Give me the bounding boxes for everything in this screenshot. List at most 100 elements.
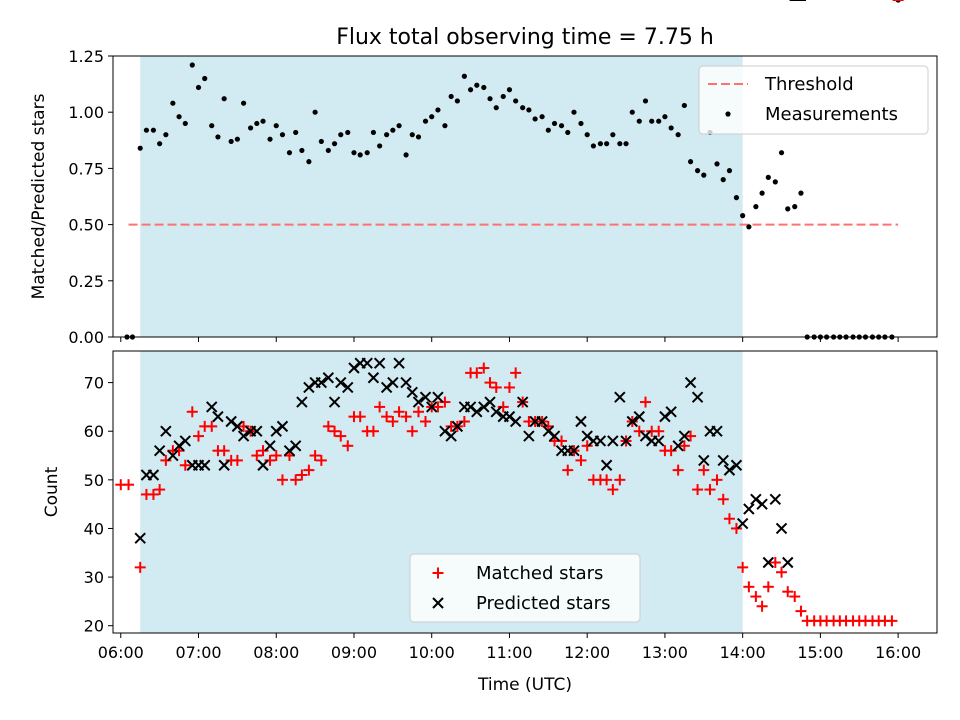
measurement-point (714, 161, 720, 167)
predicted-star-point (575, 415, 587, 428)
measurement-point (778, 150, 785, 156)
matched-star-point (769, 557, 781, 568)
measurement-point (571, 109, 577, 115)
matched-star-point (692, 484, 704, 496)
measurement-point (487, 96, 493, 102)
matched-star-point (730, 522, 742, 534)
matched-star-point (723, 513, 735, 525)
predicted-star-point (665, 406, 677, 418)
predicted-star-point (717, 454, 729, 467)
count-y-tick-label: 60 (84, 422, 104, 441)
measurement-point (610, 132, 616, 138)
measurement-point (604, 141, 610, 147)
measurement-point (467, 87, 474, 93)
measurement-point (765, 174, 771, 180)
matched-star-point (147, 488, 159, 500)
measurements-series (124, 0, 901, 340)
predicted-star-point (419, 391, 432, 403)
measurement-point (409, 132, 415, 138)
matched-star-point (503, 381, 515, 393)
measurement-point (195, 84, 202, 91)
measurement-point (273, 123, 279, 129)
count-y-tick-label: 20 (84, 617, 104, 636)
predicted-star-point (400, 376, 412, 389)
matched-star-point (342, 440, 354, 452)
measurement-point (228, 138, 234, 145)
matched-star-point (685, 430, 697, 442)
matched-star-point (471, 367, 483, 379)
predicted-star-point (264, 440, 276, 452)
predicted-star-point (762, 556, 775, 569)
matched-star-point (750, 591, 762, 603)
measurement-point (798, 190, 804, 196)
x-tick-label: 14:00 (720, 643, 766, 662)
matched-star-point (562, 464, 574, 476)
matched-star-point (218, 445, 230, 457)
predicted-star-point (315, 376, 328, 389)
measurement-point (597, 141, 604, 147)
matched-star-point (575, 454, 587, 466)
predicted-star-point (600, 459, 613, 471)
predicted-star-point (711, 425, 723, 437)
measurement-point (396, 123, 402, 129)
predicted-star-point (633, 410, 645, 423)
measurement-point (448, 93, 454, 100)
measurement-point (493, 105, 499, 111)
measurement-point (306, 159, 312, 165)
measurement-point (636, 118, 642, 124)
measurement-point (662, 114, 668, 120)
measurement-point (351, 150, 357, 156)
measurement-point (506, 87, 513, 93)
matched-stars-legend-swatch (432, 567, 444, 579)
matched-star-point (653, 425, 665, 437)
matched-star-point (497, 401, 509, 413)
measurement-point (617, 141, 623, 147)
matched-star-point (743, 581, 755, 593)
matched-star-point (381, 411, 393, 423)
measurement-point (260, 118, 266, 124)
predicted-star-point (445, 430, 457, 442)
predicted-stars-series (134, 0, 806, 569)
measurement-point (513, 98, 519, 104)
matched-star-point (257, 445, 269, 457)
matched-star-point (296, 469, 308, 481)
predicted-star-point (426, 401, 438, 413)
matched-star-point (510, 367, 522, 379)
measurement-point (526, 107, 532, 113)
measurement-point (539, 114, 545, 120)
matched-star-point (762, 581, 774, 593)
measurement-point (370, 129, 377, 136)
matched-star-point (315, 454, 327, 466)
matched-star-point (264, 454, 276, 466)
count-y-tick-label: 50 (84, 471, 104, 490)
matched-star-point (698, 464, 710, 476)
predicted-star-point (769, 493, 782, 506)
predicted-star-point (698, 454, 710, 467)
predicted-star-point (387, 376, 399, 389)
ratio-panel: 0.00 0.25 0.50 0.75 1.00 1.25 Matched/Predict… (29, 0, 938, 347)
measurement-point (221, 96, 227, 102)
matched-star-point (276, 474, 288, 486)
measurement-point (357, 152, 363, 158)
measurement-point (215, 134, 221, 140)
x-tick-label: 11:00 (486, 643, 532, 662)
predicted-star-point (652, 435, 665, 447)
x-tick-label: 12:00 (564, 643, 610, 662)
matched-star-point (614, 474, 626, 486)
measurement-point (202, 75, 208, 82)
matched-star-point (556, 435, 568, 447)
measurement-point (390, 127, 396, 133)
predicted-star-point (412, 396, 425, 408)
predicted-star-point (361, 357, 373, 369)
matched-star-point (393, 406, 405, 418)
measurement-point (629, 109, 635, 115)
predicted-star-point (257, 459, 269, 471)
measurement-point (584, 132, 590, 138)
measurement-point (163, 132, 169, 138)
ratio-legend: Threshold Measurements (698, 65, 929, 135)
x-axis-label: Time (UTC) (477, 675, 572, 695)
measurement-point (267, 136, 273, 142)
predicted-star-point (548, 430, 561, 442)
matched-star-point (711, 474, 723, 486)
measurement-point (759, 190, 765, 196)
